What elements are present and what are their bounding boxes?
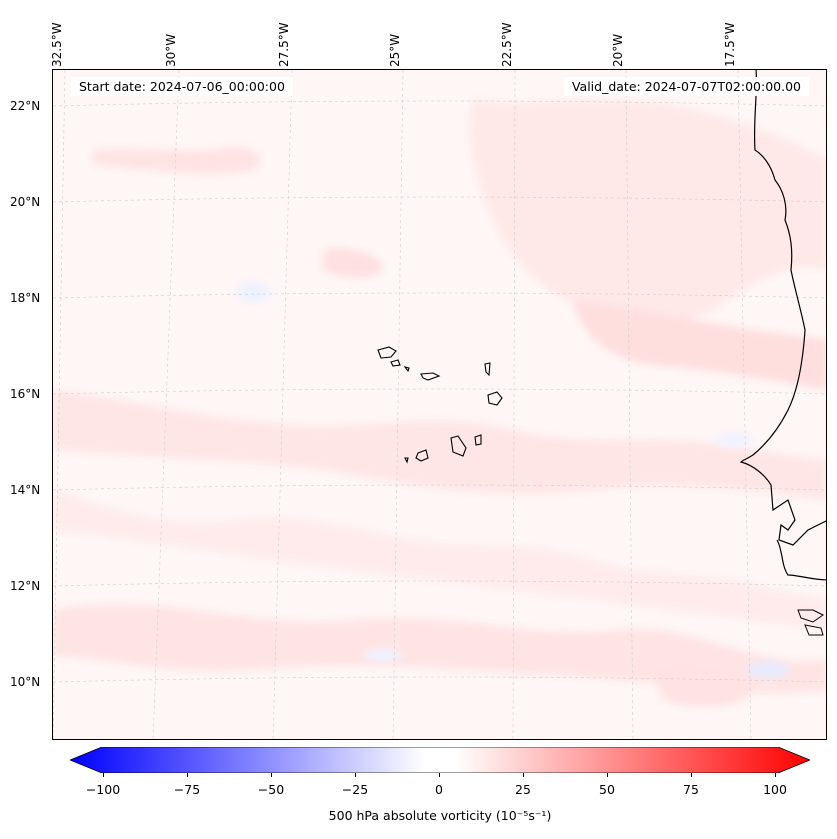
colorbar <box>68 746 812 774</box>
lon-label-17-5w: 17.5°W <box>723 22 737 67</box>
cb-tick-mark <box>103 773 104 777</box>
lon-label-32-5w: 32.5°W <box>50 22 64 67</box>
coastline-africa <box>739 70 826 546</box>
cb-tick-label: 100 <box>763 782 787 797</box>
start-date-label: Start date: 2024-07-06_00:00:00 <box>71 77 293 96</box>
lon-label-25w: 25°W <box>388 33 402 67</box>
cb-tick-label: −50 <box>257 782 285 797</box>
cb-tick-mark <box>439 773 440 777</box>
lat-label-12n: 12°N <box>10 579 41 593</box>
lat-label-16n: 16°N <box>10 387 41 401</box>
lat-label-14n: 14°N <box>10 483 41 497</box>
colorbar-gradient <box>68 746 812 774</box>
cb-tick-label: −25 <box>341 782 369 797</box>
cb-tick-mark <box>355 773 356 777</box>
bijagos-islands <box>797 609 824 636</box>
cb-tick-mark <box>187 773 188 777</box>
cb-tick-label: 75 <box>683 782 699 797</box>
cb-tick-label: 25 <box>515 782 531 797</box>
lon-label-22-5w: 22.5°W <box>500 22 514 67</box>
cb-tick-mark <box>607 773 608 777</box>
lon-label-30w: 30°W <box>164 33 178 67</box>
vorticity-shading <box>53 100 826 707</box>
cb-tick-mark <box>691 773 692 777</box>
lat-label-10n: 10°N <box>10 675 41 689</box>
cb-tick-label: 50 <box>599 782 615 797</box>
cb-tick-label: −100 <box>85 782 121 797</box>
colorbar-label: 500 hPa absolute vorticity (10⁻⁵s⁻¹) <box>328 808 552 823</box>
vorticity-map <box>53 70 826 739</box>
cb-tick-label: −75 <box>173 782 201 797</box>
graticule <box>53 70 826 739</box>
valid-date-label: Valid_date: 2024-07-07T02:00:00.00 <box>563 77 809 96</box>
coastline-guinea <box>776 539 826 581</box>
cape-verde-islands <box>377 346 503 464</box>
lon-label-27-5w: 27.5°W <box>277 22 291 67</box>
cb-tick-mark <box>775 773 776 777</box>
map-panel[interactable] <box>52 69 827 740</box>
negative-vorticity-patches <box>235 282 790 678</box>
lon-label-20w: 20°W <box>611 33 625 67</box>
cb-tick-mark <box>523 773 524 777</box>
lat-label-18n: 18°N <box>10 291 41 305</box>
cb-tick-label: 0 <box>435 782 443 797</box>
lat-label-22n: 22°N <box>10 99 41 113</box>
lat-label-20n: 20°N <box>10 195 41 209</box>
cb-tick-mark <box>271 773 272 777</box>
